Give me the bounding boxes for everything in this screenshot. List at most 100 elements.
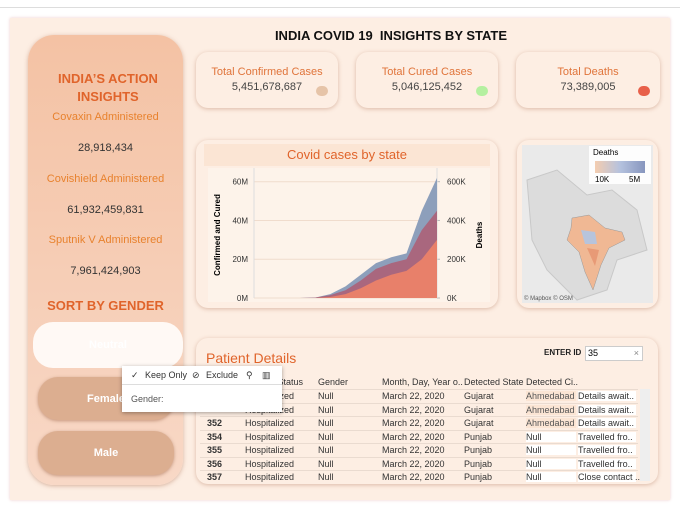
y2-tick-label: 400K — [447, 216, 466, 225]
keep-only[interactable]: Keep Only — [145, 370, 188, 380]
table-cell: Punjab — [464, 431, 493, 442]
kpi-card: Total Cured Cases 5,046,125,452 — [356, 52, 498, 108]
table-cell: Hospitalized — [245, 445, 295, 455]
row-rule — [200, 443, 638, 444]
vaccine-label: Covaxin Administered — [52, 111, 159, 123]
dashboard-title: INDIA COVID 19 INSIGHTS BY STATE — [274, 28, 508, 43]
kpi-card: Total Confirmed Cases 5,451,678,687 — [196, 52, 338, 108]
kpi-dot — [638, 86, 650, 96]
search-input[interactable]: 35 × — [585, 346, 643, 361]
view-icon[interactable]: ▥ — [262, 370, 271, 380]
table-cell: Null — [318, 418, 334, 428]
kpi-label: Total Deaths — [557, 66, 619, 78]
table-cell: Details await.. — [578, 391, 636, 401]
kpi-dot — [476, 86, 488, 96]
table-cell: March 22, 2020 — [382, 458, 445, 469]
column-header: Detected State — [464, 377, 524, 387]
table-title: Patient Details — [206, 350, 297, 366]
top-rule — [0, 7, 680, 8]
table-cell: Gujarat — [464, 404, 494, 415]
table-cell: Ahmedabad — [526, 391, 576, 401]
y2-axis-label: Deaths — [475, 221, 484, 248]
table-cell: Null — [526, 458, 576, 469]
gender-button[interactable]: Neutral — [33, 322, 183, 368]
exclude-icon: ⊘ — [192, 370, 200, 380]
column-header: Detected Ci.. — [526, 377, 579, 387]
table-cell: Null — [318, 404, 334, 415]
scrollbar[interactable] — [640, 389, 650, 481]
table-cell: Null — [526, 445, 576, 455]
kpi-value: 73,389,005 — [560, 81, 616, 93]
menu-bar: ✓ Keep Only ⊘ Exclude ⚲ ▥ — [122, 366, 282, 385]
kpi-value: 5,451,678,687 — [231, 81, 303, 93]
table-cell: Punjab — [464, 472, 493, 482]
table-cell: March 22, 2020 — [382, 431, 445, 442]
legend-gradient — [595, 161, 645, 173]
y2-tick-label: 200K — [447, 255, 466, 264]
state — [581, 230, 597, 244]
table-cell: Null — [318, 458, 334, 469]
table-cell: Null — [526, 431, 576, 442]
chart-title: Covid cases by state — [287, 147, 407, 162]
gender-button[interactable]: Male — [38, 431, 174, 475]
kpi-label: Total Confirmed Cases — [211, 66, 323, 78]
legend-title: Deaths — [593, 148, 618, 157]
sidebar-title: INDIA’S ACTION INSIGHTS — [58, 71, 158, 104]
table-cell: Null — [318, 472, 334, 482]
table-cell: Hospitalized — [245, 472, 295, 482]
clear-icon[interactable]: × — [633, 348, 639, 358]
patient-id: 356 — [207, 458, 223, 469]
table-cell: Ahmedabad — [526, 418, 576, 428]
row-rule — [200, 470, 638, 471]
map-card: Deaths 10K 5M © Mapbox © OSM — [517, 140, 658, 308]
table-cell: March 22, 2020 — [382, 445, 445, 455]
table-cell: Null — [318, 445, 334, 455]
table-cell: March 22, 2020 — [382, 391, 445, 401]
context-menu: ✓ Keep Only ⊘ Exclude ⚲ ▥ Gender: — [122, 366, 282, 412]
vaccine-value: 7,961,424,903 — [70, 265, 141, 277]
map-attribution: © Mapbox © OSM — [524, 295, 573, 302]
y-tick-label: 40M — [232, 216, 248, 225]
check-icon: ✓ — [131, 370, 139, 380]
vaccine-value: 28,918,434 — [77, 142, 134, 154]
state — [587, 248, 599, 266]
table-cell: Hospitalized — [245, 418, 295, 428]
table-cell: March 22, 2020 — [382, 404, 445, 415]
y2-tick-label: 0K — [447, 294, 457, 303]
plot-area — [208, 168, 490, 302]
map: Deaths 10K 5M © Mapbox © OSM — [522, 145, 653, 303]
chart: Covid cases by state 0M 20M 40M 60M 0K 200K 400… — [204, 144, 490, 303]
column-header: Month, Day, Year o.. — [382, 377, 463, 387]
kpi-label: Total Cured Cases — [381, 66, 473, 78]
y-tick-label: 0M — [237, 294, 248, 303]
y2-tick-label: 600K — [447, 178, 466, 187]
chart-title-band — [204, 144, 490, 166]
table-cell: Null — [318, 431, 334, 442]
table-cell: Null — [318, 391, 334, 401]
kpi-dot — [316, 86, 328, 96]
table-cell: Details await.. — [578, 418, 636, 428]
patient-id: 352 — [207, 418, 223, 428]
table-cell: Punjab — [464, 445, 493, 455]
y-axis-label: Confirmed and Cured — [213, 194, 222, 276]
patient-id: 354 — [207, 431, 223, 442]
table-cell: Close contact .. — [578, 472, 641, 482]
row-rule — [200, 389, 638, 390]
legend-min: 10K — [595, 175, 610, 184]
kpi-value: 5,046,125,452 — [391, 81, 463, 93]
area — [254, 239, 437, 298]
chart-card: Covid cases by state 0M 20M 40M 60M 0K 200K 400… — [196, 140, 498, 308]
table-cell: Gujarat — [464, 391, 494, 401]
table-cell: Null — [526, 472, 576, 482]
vaccine-label: Sputnik V Administered — [48, 234, 163, 246]
exclude[interactable]: Exclude — [206, 370, 239, 380]
legend-max: 5M — [629, 175, 640, 184]
search-value: 35 — [588, 348, 599, 358]
pin-icon[interactable]: ⚲ — [246, 370, 253, 380]
y-tick-label: 20M — [232, 255, 248, 264]
kpi-card: Total Deaths 73,389,005 — [516, 52, 660, 108]
vaccine-label: Covishield Administered — [46, 173, 165, 185]
table-cell: Travelled fro.. — [578, 431, 636, 442]
field-label: Gender: — [131, 394, 164, 404]
